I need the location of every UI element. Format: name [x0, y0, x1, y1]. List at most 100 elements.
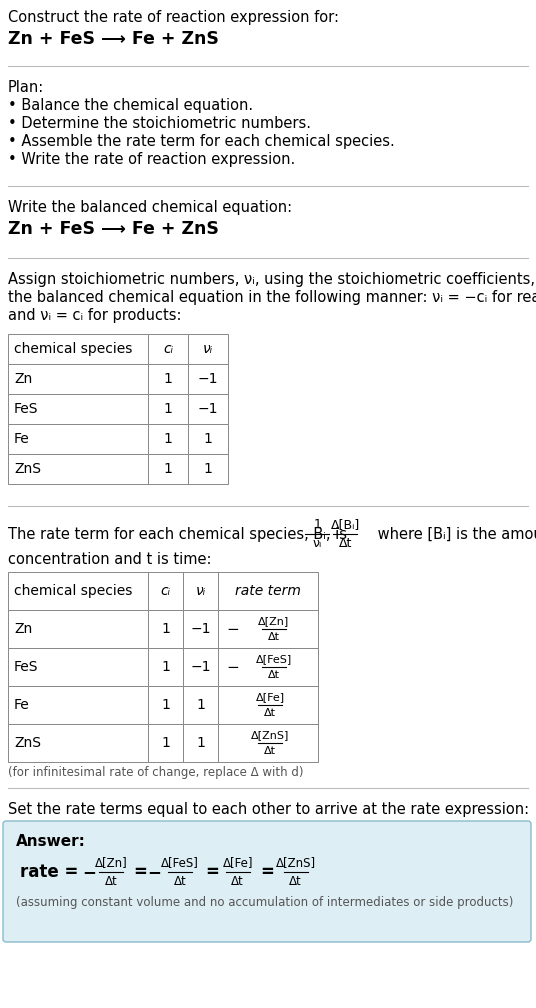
Text: 1: 1 [163, 402, 173, 416]
Text: Write the balanced chemical equation:: Write the balanced chemical equation: [8, 200, 292, 215]
Text: Δt: Δt [268, 632, 280, 642]
Text: Δ[Bᵢ]: Δ[Bᵢ] [331, 518, 360, 531]
Text: cᵢ: cᵢ [160, 584, 170, 598]
Bar [148, 648, 183, 686]
Text: Δ[Fe]: Δ[Fe] [256, 692, 285, 702]
Text: • Write the rate of reaction expression.: • Write the rate of reaction expression. [8, 152, 295, 167]
Text: Δt: Δt [264, 746, 276, 756]
Bar [183, 724, 218, 762]
Bar [148, 334, 188, 364]
Bar [8, 394, 148, 424]
Text: rate =: rate = [20, 863, 84, 881]
Text: Δ[Fe]: Δ[Fe] [222, 856, 253, 869]
Text: Δt: Δt [232, 875, 244, 888]
Bar [148, 610, 183, 648]
Text: where [Bᵢ] is the amount: where [Bᵢ] is the amount [373, 526, 536, 541]
Bar [8, 424, 148, 454]
Text: νᵢ: νᵢ [196, 584, 206, 598]
Bar [188, 364, 228, 394]
Text: Zn: Zn [14, 622, 32, 636]
Text: 1: 1 [161, 622, 170, 636]
Text: =: = [260, 863, 274, 881]
Text: Zn + FeS ⟶ Fe + ZnS: Zn + FeS ⟶ Fe + ZnS [8, 30, 219, 48]
Text: Plan:: Plan: [8, 80, 44, 95]
Text: =: = [205, 863, 219, 881]
Bar [148, 572, 183, 610]
Text: 1: 1 [204, 462, 212, 476]
Text: =: = [133, 863, 147, 881]
Bar [8, 610, 148, 648]
Text: −: − [147, 863, 161, 881]
Bar [148, 454, 188, 484]
Text: chemical species: chemical species [14, 342, 132, 356]
Text: νᵢ: νᵢ [203, 342, 213, 356]
Text: 1: 1 [196, 736, 205, 750]
Text: Δ[FeS]: Δ[FeS] [256, 654, 292, 664]
Text: cᵢ: cᵢ [163, 342, 173, 356]
Bar [8, 454, 148, 484]
Text: Δt: Δt [289, 875, 302, 888]
Bar [218, 724, 318, 762]
Text: • Balance the chemical equation.: • Balance the chemical equation. [8, 98, 253, 113]
Bar [8, 572, 148, 610]
Text: Δt: Δt [268, 670, 280, 680]
Text: Answer:: Answer: [16, 834, 86, 849]
Text: ZnS: ZnS [14, 736, 41, 750]
Text: Δ[ZnS]: Δ[ZnS] [276, 856, 316, 869]
Text: Construct the rate of reaction expression for:: Construct the rate of reaction expressio… [8, 10, 339, 25]
Bar [218, 610, 318, 648]
Text: Set the rate terms equal to each other to arrive at the rate expression:: Set the rate terms equal to each other t… [8, 802, 529, 817]
Text: Δ[Zn]: Δ[Zn] [95, 856, 128, 869]
Text: 1: 1 [196, 698, 205, 712]
Text: concentration and t is time:: concentration and t is time: [8, 552, 212, 566]
Bar [8, 724, 148, 762]
Text: (for infinitesimal rate of change, replace Δ with d): (for infinitesimal rate of change, repla… [8, 766, 303, 779]
Text: Δt: Δt [105, 875, 117, 888]
Bar [183, 648, 218, 686]
Bar [188, 334, 228, 364]
Text: ZnS: ZnS [14, 462, 41, 476]
Text: The rate term for each chemical species, Bᵢ, is: The rate term for each chemical species,… [8, 526, 352, 541]
Text: Zn + FeS ⟶ Fe + ZnS: Zn + FeS ⟶ Fe + ZnS [8, 220, 219, 238]
Bar [183, 572, 218, 610]
Text: −1: −1 [190, 660, 211, 674]
Bar [183, 610, 218, 648]
Text: νᵢ: νᵢ [312, 537, 322, 550]
Text: (assuming constant volume and no accumulation of intermediates or side products): (assuming constant volume and no accumul… [16, 896, 513, 909]
Text: • Assemble the rate term for each chemical species.: • Assemble the rate term for each chemic… [8, 134, 394, 149]
Text: −: − [226, 622, 239, 636]
Bar [188, 394, 228, 424]
Bar [188, 454, 228, 484]
Text: the balanced chemical equation in the following manner: νᵢ = −cᵢ for reactants: the balanced chemical equation in the fo… [8, 290, 536, 305]
Bar [148, 364, 188, 394]
Bar [8, 648, 148, 686]
Text: Δ[Zn]: Δ[Zn] [258, 616, 289, 626]
Text: −1: −1 [198, 402, 218, 416]
Text: −: − [82, 863, 96, 881]
Text: 1: 1 [313, 518, 321, 531]
Bar [218, 686, 318, 724]
Text: FeS: FeS [14, 660, 39, 674]
Text: −1: −1 [190, 622, 211, 636]
Text: Fe: Fe [14, 432, 30, 446]
Text: −: − [226, 659, 239, 674]
Text: 1: 1 [163, 372, 173, 386]
Text: 1: 1 [163, 462, 173, 476]
Text: 1: 1 [161, 660, 170, 674]
Bar [148, 424, 188, 454]
Text: FeS: FeS [14, 402, 39, 416]
Bar [148, 394, 188, 424]
Bar [8, 364, 148, 394]
Text: Δt: Δt [264, 708, 276, 718]
Bar [183, 686, 218, 724]
Text: 1: 1 [163, 432, 173, 446]
Text: Assign stoichiometric numbers, νᵢ, using the stoichiometric coefficients, cᵢ, fr: Assign stoichiometric numbers, νᵢ, using… [8, 272, 536, 287]
Text: Fe: Fe [14, 698, 30, 712]
Text: Δ[FeS]: Δ[FeS] [161, 856, 199, 869]
Bar [188, 424, 228, 454]
Text: • Determine the stoichiometric numbers.: • Determine the stoichiometric numbers. [8, 116, 311, 131]
Text: 1: 1 [161, 736, 170, 750]
Text: −1: −1 [198, 372, 218, 386]
Bar [218, 648, 318, 686]
Text: 1: 1 [204, 432, 212, 446]
